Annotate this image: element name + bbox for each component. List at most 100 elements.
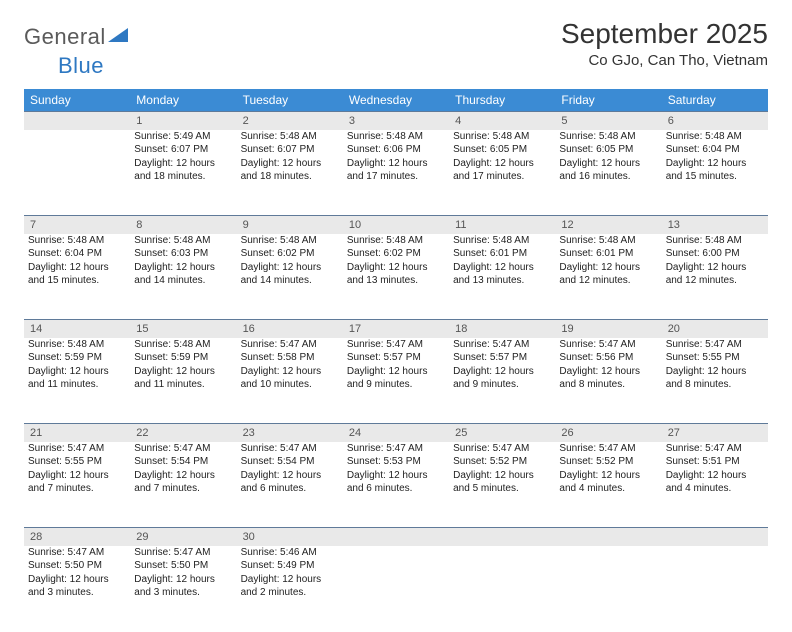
dow-tuesday: Tuesday (237, 89, 343, 112)
day-cell: Sunrise: 5:48 AMSunset: 6:01 PMDaylight:… (449, 234, 555, 320)
daylight-line: Daylight: 12 hours and 6 minutes. (241, 469, 339, 496)
sunset-line: Sunset: 5:52 PM (453, 455, 551, 469)
sunrise-line: Sunrise: 5:47 AM (28, 546, 126, 560)
sunset-line: Sunset: 6:06 PM (347, 143, 445, 157)
sunset-line: Sunset: 6:07 PM (134, 143, 232, 157)
daylight-line: Daylight: 12 hours and 14 minutes. (241, 261, 339, 288)
cell-empty (662, 546, 768, 632)
day-cell: Sunrise: 5:48 AMSunset: 6:07 PMDaylight:… (237, 130, 343, 216)
daynum: 2 (237, 112, 343, 130)
day-cell: Sunrise: 5:48 AMSunset: 5:59 PMDaylight:… (24, 338, 130, 424)
sunset-line: Sunset: 6:05 PM (559, 143, 657, 157)
daynum-empty (343, 528, 449, 546)
day-cell: Sunrise: 5:47 AMSunset: 5:57 PMDaylight:… (343, 338, 449, 424)
sunrise-line: Sunrise: 5:47 AM (347, 338, 445, 352)
daynum: 3 (343, 112, 449, 130)
cell-empty (555, 546, 661, 632)
daynum: 18 (449, 320, 555, 338)
sunrise-line: Sunrise: 5:48 AM (241, 234, 339, 248)
sunrise-line: Sunrise: 5:47 AM (347, 442, 445, 456)
daylight-line: Daylight: 12 hours and 9 minutes. (347, 365, 445, 392)
dow-thursday: Thursday (449, 89, 555, 112)
daylight-line: Daylight: 12 hours and 15 minutes. (666, 157, 764, 184)
day-cell: Sunrise: 5:47 AMSunset: 5:58 PMDaylight:… (237, 338, 343, 424)
sunrise-line: Sunrise: 5:48 AM (241, 130, 339, 144)
logo-text-blue: Blue (58, 53, 104, 78)
daylight-line: Daylight: 12 hours and 10 minutes. (241, 365, 339, 392)
week-row: Sunrise: 5:47 AMSunset: 5:50 PMDaylight:… (24, 546, 768, 632)
calendar-table: Sunday Monday Tuesday Wednesday Thursday… (24, 89, 768, 632)
week-row: Sunrise: 5:48 AMSunset: 5:59 PMDaylight:… (24, 338, 768, 424)
daynum: 1 (130, 112, 236, 130)
daynum: 10 (343, 216, 449, 234)
daynum-row: 21222324252627 (24, 424, 768, 442)
daynum: 22 (130, 424, 236, 442)
sunrise-line: Sunrise: 5:48 AM (28, 234, 126, 248)
daylight-line: Daylight: 12 hours and 12 minutes. (666, 261, 764, 288)
sunset-line: Sunset: 5:53 PM (347, 455, 445, 469)
day-cell: Sunrise: 5:47 AMSunset: 5:55 PMDaylight:… (662, 338, 768, 424)
daylight-line: Daylight: 12 hours and 4 minutes. (666, 469, 764, 496)
logo-text-general: General (24, 24, 106, 50)
sunrise-line: Sunrise: 5:47 AM (241, 442, 339, 456)
daylight-line: Daylight: 12 hours and 9 minutes. (453, 365, 551, 392)
day-cell: Sunrise: 5:47 AMSunset: 5:54 PMDaylight:… (237, 442, 343, 528)
dow-wednesday: Wednesday (343, 89, 449, 112)
daynum: 11 (449, 216, 555, 234)
day-cell: Sunrise: 5:48 AMSunset: 6:02 PMDaylight:… (343, 234, 449, 320)
daynum: 25 (449, 424, 555, 442)
sunset-line: Sunset: 5:57 PM (453, 351, 551, 365)
daynum: 5 (555, 112, 661, 130)
sunrise-line: Sunrise: 5:48 AM (559, 130, 657, 144)
sunrise-line: Sunrise: 5:47 AM (241, 338, 339, 352)
daylight-line: Daylight: 12 hours and 8 minutes. (666, 365, 764, 392)
daylight-line: Daylight: 12 hours and 3 minutes. (28, 573, 126, 600)
daynum-row: 78910111213 (24, 216, 768, 234)
day-cell: Sunrise: 5:47 AMSunset: 5:56 PMDaylight:… (555, 338, 661, 424)
daylight-line: Daylight: 12 hours and 3 minutes. (134, 573, 232, 600)
day-cell: Sunrise: 5:47 AMSunset: 5:54 PMDaylight:… (130, 442, 236, 528)
daynum: 20 (662, 320, 768, 338)
sunset-line: Sunset: 6:05 PM (453, 143, 551, 157)
week-row: Sunrise: 5:47 AMSunset: 5:55 PMDaylight:… (24, 442, 768, 528)
sunrise-line: Sunrise: 5:48 AM (347, 234, 445, 248)
sunset-line: Sunset: 6:00 PM (666, 247, 764, 261)
dow-monday: Monday (130, 89, 236, 112)
daynum-row: 14151617181920 (24, 320, 768, 338)
week-row: Sunrise: 5:49 AMSunset: 6:07 PM Daylight:… (24, 130, 768, 216)
sunrise-line: Sunrise: 5:48 AM (28, 338, 126, 352)
logo-triangle-icon (108, 26, 130, 49)
daylight-line: Daylight: 12 hours and 14 minutes. (134, 261, 232, 288)
daynum-empty (449, 528, 555, 546)
sunrise-line: Sunrise: 5:47 AM (134, 546, 232, 560)
day-cell: Sunrise: 5:46 AMSunset: 5:49 PMDaylight:… (237, 546, 343, 632)
sunset-line: Sunset: 5:51 PM (666, 455, 764, 469)
sunrise-line: Sunrise: 5:49 AM (134, 130, 232, 144)
sunrise-line: Sunrise: 5:48 AM (559, 234, 657, 248)
daylight-line: Daylight: 12 hours and 7 minutes. (28, 469, 126, 496)
sunset-line: Sunset: 6:01 PM (453, 247, 551, 261)
daylight-line: Daylight: 12 hours and 17 minutes. (347, 157, 445, 184)
daynum: 19 (555, 320, 661, 338)
sunrise-line: Sunrise: 5:48 AM (453, 130, 551, 144)
daylight-line: Daylight: 12 hours and 13 minutes. (453, 261, 551, 288)
daylight-line: Daylight: 12 hours and 12 minutes. (559, 261, 657, 288)
day-cell: Sunrise: 5:47 AMSunset: 5:50 PMDaylight:… (24, 546, 130, 632)
daynum: 4 (449, 112, 555, 130)
sunset-line: Sunset: 5:55 PM (666, 351, 764, 365)
cell-empty (449, 546, 555, 632)
daynum: 16 (237, 320, 343, 338)
sunset-line: Sunset: 6:03 PM (134, 247, 232, 261)
sunset-line: Sunset: 5:55 PM (28, 455, 126, 469)
daynum-empty (555, 528, 661, 546)
dow-sunday: Sunday (24, 89, 130, 112)
sunrise-line: Sunrise: 5:47 AM (134, 442, 232, 456)
daynum: 24 (343, 424, 449, 442)
day-cell: Sunrise: 5:48 AMSunset: 6:06 PMDaylight:… (343, 130, 449, 216)
day-cell: Sunrise: 5:47 AMSunset: 5:55 PMDaylight:… (24, 442, 130, 528)
day-cell: Sunrise: 5:48 AMSunset: 6:03 PMDaylight:… (130, 234, 236, 320)
sunset-line: Sunset: 6:04 PM (666, 143, 764, 157)
sunset-line: Sunset: 5:58 PM (241, 351, 339, 365)
daylight-line: Daylight: 12 hours and 18 minutes. (241, 157, 339, 184)
sunrise-line: Sunrise: 5:47 AM (559, 338, 657, 352)
